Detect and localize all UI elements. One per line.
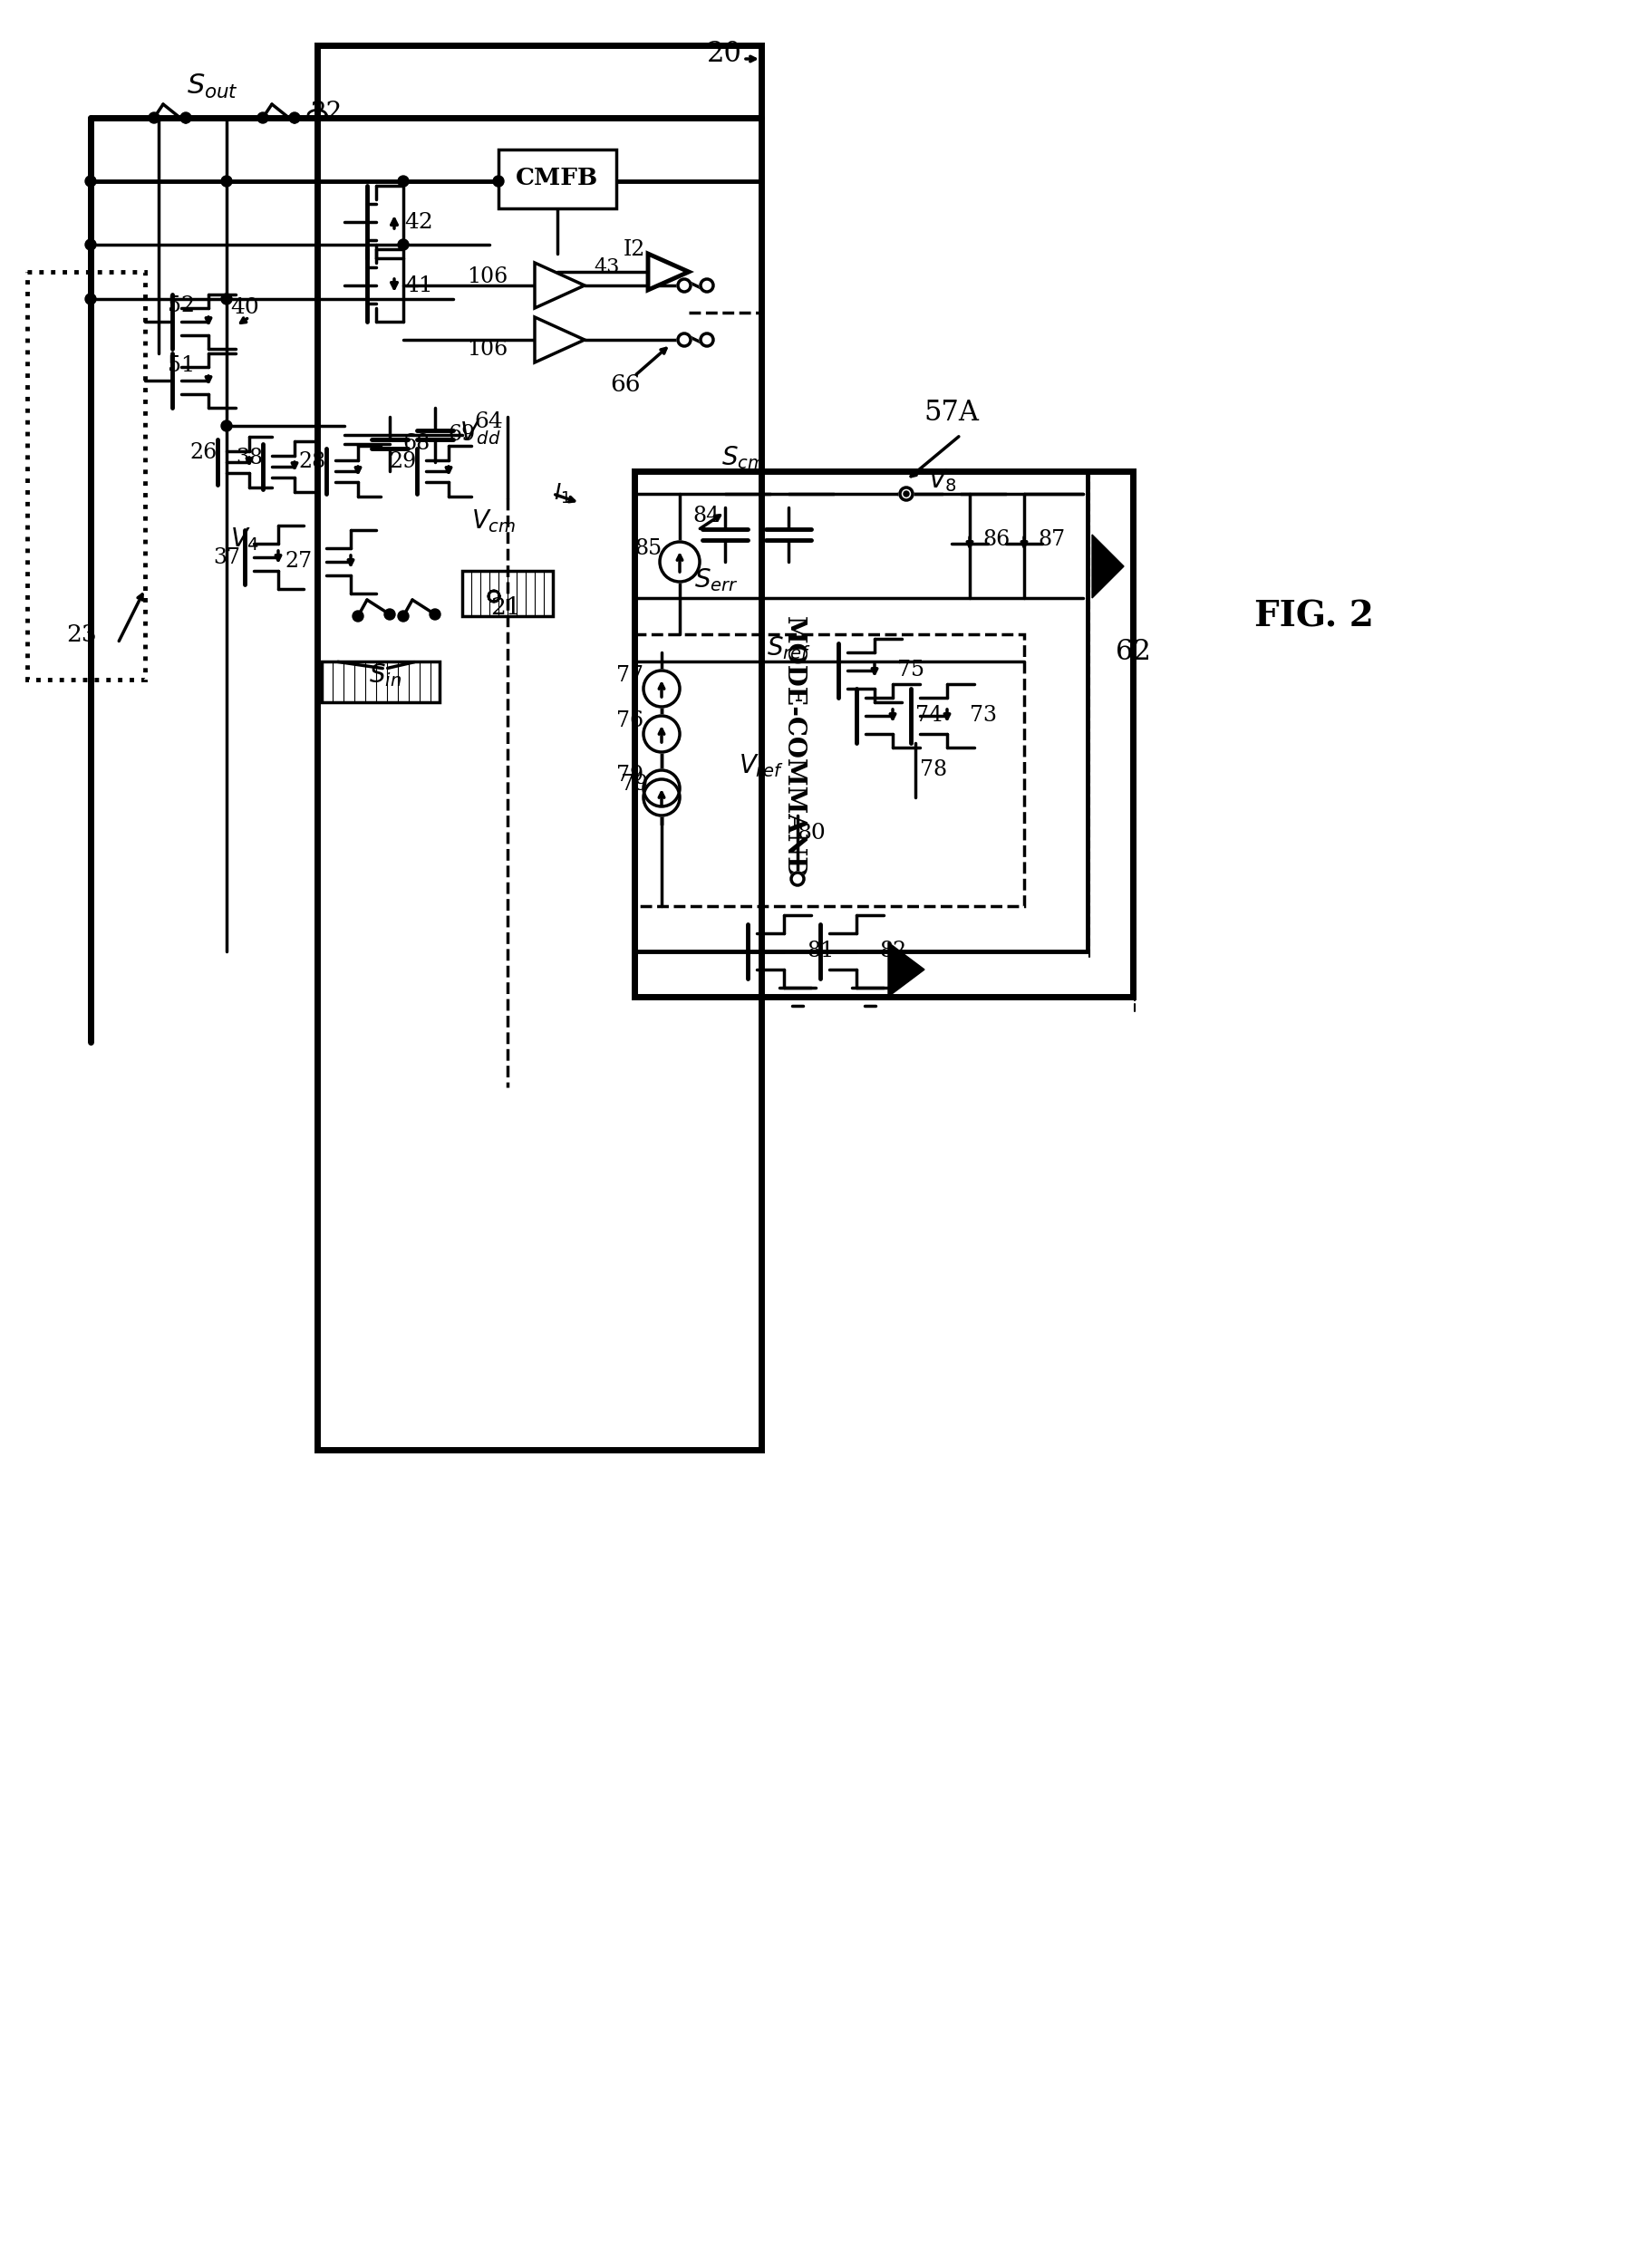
Text: 42: 42 bbox=[405, 211, 434, 231]
Circle shape bbox=[700, 279, 713, 293]
Text: 73: 73 bbox=[970, 705, 996, 726]
Circle shape bbox=[257, 113, 268, 122]
Text: 81: 81 bbox=[806, 941, 834, 962]
Text: 40: 40 bbox=[231, 297, 258, 318]
Text: 69: 69 bbox=[449, 424, 476, 445]
Circle shape bbox=[398, 177, 409, 186]
Text: 78: 78 bbox=[920, 760, 947, 780]
Polygon shape bbox=[1092, 535, 1124, 599]
Text: 41: 41 bbox=[405, 274, 432, 295]
Polygon shape bbox=[648, 254, 689, 290]
Text: 43: 43 bbox=[595, 256, 621, 277]
Text: FIG. 2: FIG. 2 bbox=[1254, 599, 1373, 633]
Text: 68: 68 bbox=[403, 433, 431, 454]
Circle shape bbox=[398, 238, 409, 249]
Circle shape bbox=[644, 671, 679, 708]
Text: 106: 106 bbox=[466, 265, 507, 286]
Text: 27: 27 bbox=[286, 551, 312, 572]
Text: 79: 79 bbox=[616, 764, 644, 785]
Circle shape bbox=[904, 492, 908, 497]
Text: $S_{cm}$: $S_{cm}$ bbox=[722, 445, 765, 472]
Text: 79: 79 bbox=[621, 773, 648, 794]
Text: $V_8$: $V_8$ bbox=[928, 467, 957, 494]
Text: $V_4$: $V_4$ bbox=[231, 526, 260, 553]
Circle shape bbox=[900, 488, 913, 501]
Text: $S_{in}$: $S_{in}$ bbox=[369, 662, 401, 689]
Text: 57A: 57A bbox=[925, 399, 980, 426]
Circle shape bbox=[84, 177, 96, 186]
Text: 80: 80 bbox=[796, 823, 825, 844]
Text: 84: 84 bbox=[694, 506, 720, 526]
Circle shape bbox=[700, 333, 713, 347]
Text: $V_{ref}$: $V_{ref}$ bbox=[738, 753, 785, 780]
Text: 21: 21 bbox=[491, 596, 522, 619]
Circle shape bbox=[84, 293, 96, 304]
Text: 85: 85 bbox=[634, 538, 661, 558]
Text: $S_{err}$: $S_{err}$ bbox=[694, 567, 738, 594]
Text: MODE-COMMAND: MODE-COMMAND bbox=[780, 617, 806, 880]
Text: I2: I2 bbox=[624, 238, 645, 259]
Text: $V_{cm}$: $V_{cm}$ bbox=[471, 508, 517, 535]
Text: 76: 76 bbox=[616, 710, 644, 730]
Text: $V_{dd}$: $V_{dd}$ bbox=[460, 420, 500, 447]
Circle shape bbox=[644, 780, 679, 816]
Text: 51: 51 bbox=[167, 354, 195, 376]
Circle shape bbox=[678, 333, 691, 347]
Circle shape bbox=[791, 873, 804, 885]
Circle shape bbox=[84, 238, 96, 249]
Bar bbox=[322, 662, 439, 703]
Text: 20: 20 bbox=[707, 41, 743, 68]
Bar bbox=[317, 45, 760, 1449]
Text: CMFB: CMFB bbox=[517, 168, 598, 191]
Circle shape bbox=[660, 542, 700, 581]
Bar bbox=[634, 635, 1024, 907]
Circle shape bbox=[644, 771, 679, 807]
Circle shape bbox=[353, 610, 364, 621]
Circle shape bbox=[289, 113, 301, 122]
Circle shape bbox=[398, 610, 409, 621]
Text: 77: 77 bbox=[616, 665, 644, 685]
Bar bbox=[461, 572, 552, 617]
Text: 26: 26 bbox=[190, 442, 218, 463]
Circle shape bbox=[429, 608, 440, 619]
Text: 106: 106 bbox=[466, 338, 507, 358]
Circle shape bbox=[221, 177, 232, 186]
Circle shape bbox=[383, 608, 395, 619]
Polygon shape bbox=[889, 943, 925, 996]
Text: 66: 66 bbox=[609, 374, 640, 397]
Text: 22: 22 bbox=[310, 102, 343, 125]
Text: $S_{ref}$: $S_{ref}$ bbox=[767, 635, 811, 662]
Text: 28: 28 bbox=[299, 451, 327, 472]
Circle shape bbox=[148, 113, 159, 122]
Bar bbox=[28, 272, 145, 680]
Polygon shape bbox=[535, 263, 585, 308]
Text: 74: 74 bbox=[915, 705, 942, 726]
Text: 62: 62 bbox=[1115, 637, 1150, 667]
Text: 52: 52 bbox=[167, 295, 195, 318]
Text: 82: 82 bbox=[879, 941, 907, 962]
Bar bbox=[634, 472, 1133, 996]
Circle shape bbox=[678, 279, 691, 293]
Polygon shape bbox=[535, 318, 585, 363]
Text: 87: 87 bbox=[1038, 528, 1064, 549]
Text: 37: 37 bbox=[213, 547, 240, 567]
Circle shape bbox=[221, 293, 232, 304]
Text: $S_{out}$: $S_{out}$ bbox=[187, 73, 239, 100]
Text: 64: 64 bbox=[474, 411, 504, 431]
Circle shape bbox=[492, 177, 504, 186]
Text: $I_1$: $I_1$ bbox=[554, 483, 570, 506]
Text: 75: 75 bbox=[897, 660, 925, 680]
Bar bbox=[499, 150, 616, 209]
Circle shape bbox=[644, 717, 679, 753]
Circle shape bbox=[221, 420, 232, 431]
Text: 38: 38 bbox=[236, 447, 263, 467]
Text: 23: 23 bbox=[67, 624, 98, 646]
Text: 29: 29 bbox=[390, 451, 418, 472]
Circle shape bbox=[180, 113, 192, 122]
Bar bbox=[634, 472, 1087, 950]
Text: 86: 86 bbox=[983, 528, 1011, 549]
